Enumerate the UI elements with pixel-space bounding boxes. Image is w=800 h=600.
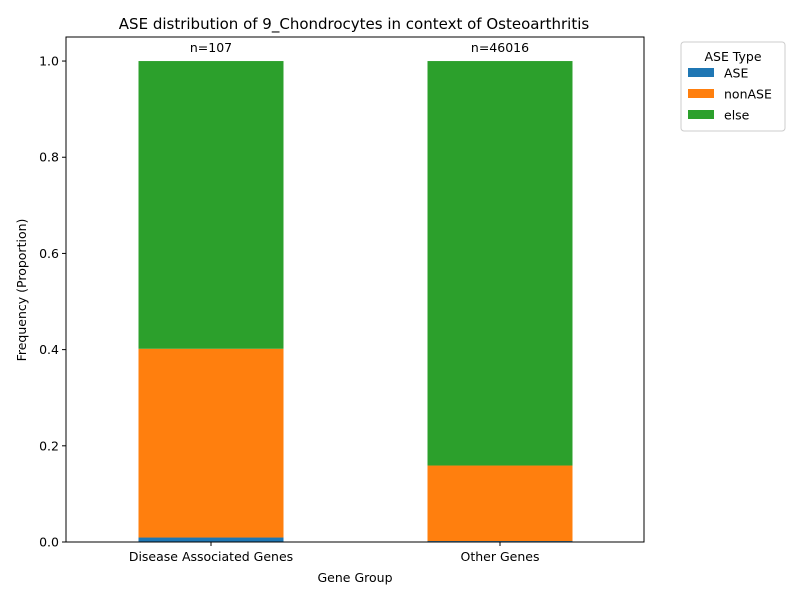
legend-frame <box>680 41 786 132</box>
bar-nonase-1 <box>427 465 573 542</box>
y-tick-label-0: 0.0 <box>39 535 59 550</box>
bar-annotations: n=107 n=46016 <box>190 40 529 55</box>
bars <box>138 61 573 542</box>
y-tick-label-4: 0.8 <box>39 150 59 165</box>
legend: ASE Type ASE nonASE else <box>680 41 786 132</box>
bar-nonase-0 <box>138 348 284 538</box>
x-tick-label-0: Disease Associated Genes <box>129 549 293 564</box>
x-tick-label-1: Other Genes <box>461 549 540 564</box>
y-tick-label-2: 0.4 <box>39 342 59 357</box>
legend-label-ase: ASE <box>724 66 748 81</box>
legend-items: ASE nonASE else <box>688 66 772 123</box>
legend-label-nonase: nonASE <box>724 87 772 102</box>
chart-title: ASE distribution of 9_Chondrocytes in co… <box>119 15 590 34</box>
legend-swatch-else <box>688 110 714 119</box>
y-tick-label-3: 0.6 <box>39 246 59 261</box>
x-axis-label: Gene Group <box>317 570 392 585</box>
legend-swatch-nonase <box>688 89 714 98</box>
y-axis-ticks: 0.0 0.2 0.4 0.6 0.8 1.0 <box>39 54 66 550</box>
y-tick-label-5: 1.0 <box>39 54 59 69</box>
legend-title: ASE Type <box>704 49 761 64</box>
bar-annotation-1: n=46016 <box>471 40 529 55</box>
bar-annotation-0: n=107 <box>190 40 232 55</box>
y-axis-label: Frequency (Proportion) <box>14 219 29 362</box>
bar-else-0 <box>138 61 284 349</box>
plot-frame <box>65 36 645 543</box>
legend-label-else: else <box>724 108 750 123</box>
legend-swatch-ase <box>688 68 714 77</box>
bar-else-1 <box>427 61 573 466</box>
bar-ase-0 <box>138 537 284 542</box>
x-axis-ticks: Disease Associated Genes Other Genes <box>129 542 540 564</box>
y-tick-label-1: 0.2 <box>39 438 59 453</box>
